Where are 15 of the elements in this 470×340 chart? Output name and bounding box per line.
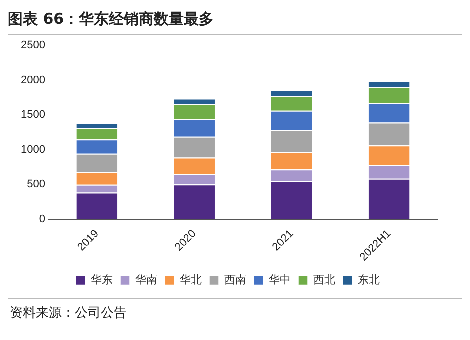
- legend-label: 华东: [90, 273, 113, 286]
- legend-label: 西北: [313, 273, 336, 286]
- legend-label: 华中: [268, 273, 291, 286]
- legend-label: 华南: [135, 273, 158, 286]
- legend-label: 华北: [180, 273, 202, 286]
- chart-title: 图表 66：华东经销商数量最多: [8, 10, 214, 29]
- y-tick-label: 2000: [20, 74, 46, 86]
- legend-label: 东北: [358, 273, 380, 286]
- text: 资料来源：公司公告: [10, 305, 127, 322]
- y-tick-label: 0: [39, 213, 46, 226]
- y-tick-label: 1000: [20, 144, 46, 156]
- legend-label: 西南: [224, 273, 246, 286]
- y-tick-label: 1500: [20, 109, 46, 122]
- y-tick-label: 2500: [20, 40, 46, 52]
- y-tick-label: 500: [27, 178, 46, 191]
